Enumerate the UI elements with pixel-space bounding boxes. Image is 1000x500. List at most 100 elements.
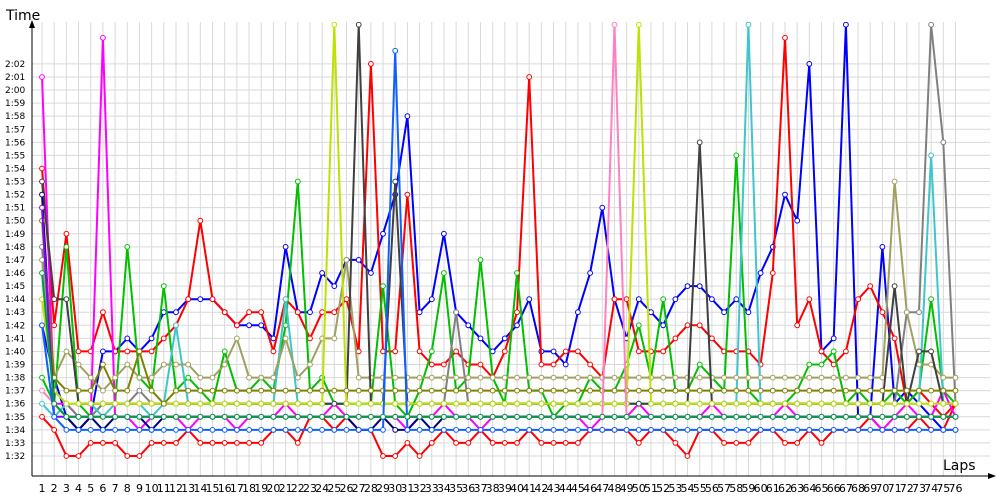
data-point xyxy=(87,400,94,407)
data-point xyxy=(489,400,496,407)
data-point xyxy=(246,309,253,316)
data-point xyxy=(221,400,228,407)
data-point xyxy=(75,413,82,420)
data-point xyxy=(258,374,265,381)
data-point xyxy=(903,427,910,433)
data-point xyxy=(185,361,192,368)
x-tick-label: 70 xyxy=(875,482,889,495)
data-point xyxy=(160,427,167,433)
data-point xyxy=(818,427,825,433)
data-point xyxy=(477,361,484,368)
series-layer xyxy=(39,22,959,459)
x-tick-label: 61 xyxy=(766,482,780,495)
data-point xyxy=(234,322,240,329)
data-point xyxy=(307,335,313,342)
x-tick-label: 74 xyxy=(924,482,938,495)
data-point xyxy=(733,296,740,303)
x-tick-label: 34 xyxy=(437,482,451,495)
data-point xyxy=(355,387,362,394)
data-point xyxy=(867,374,874,381)
data-point xyxy=(428,413,435,420)
data-point xyxy=(818,400,825,407)
data-point xyxy=(416,348,423,355)
data-point xyxy=(891,400,898,407)
x-tick-label: 10 xyxy=(145,482,159,495)
data-point xyxy=(587,374,593,381)
x-tick-label: 27 xyxy=(352,482,366,495)
data-point xyxy=(550,387,557,394)
data-point xyxy=(587,270,593,276)
x-tick-label: 20 xyxy=(266,482,280,495)
data-point xyxy=(368,413,374,420)
data-point xyxy=(453,413,460,420)
line-series xyxy=(39,270,959,420)
data-point xyxy=(514,387,520,394)
y-tick-label: 1:36 xyxy=(5,400,25,410)
y-tick-label: 1:48 xyxy=(5,243,25,253)
data-point xyxy=(307,387,313,394)
x-tick-label: 31 xyxy=(400,482,414,495)
data-point xyxy=(769,374,776,381)
data-point xyxy=(148,374,155,381)
data-point xyxy=(782,400,788,407)
data-point xyxy=(806,61,813,67)
data-point xyxy=(136,348,143,355)
data-point xyxy=(221,309,228,316)
data-point xyxy=(465,374,472,381)
data-point xyxy=(696,374,703,381)
y-tick-label: 1:44 xyxy=(5,295,25,305)
y-tick-label: 1:41 xyxy=(5,334,25,344)
data-point xyxy=(562,440,569,446)
data-point xyxy=(611,22,618,28)
data-point xyxy=(428,427,435,433)
data-point xyxy=(124,335,131,342)
data-point xyxy=(173,440,179,446)
data-point xyxy=(282,427,289,433)
data-point xyxy=(465,400,472,407)
y-tick-label: 1:42 xyxy=(5,321,25,331)
data-point xyxy=(587,400,593,407)
data-point xyxy=(575,374,581,381)
data-point xyxy=(197,296,204,303)
data-point xyxy=(368,61,374,67)
data-point xyxy=(928,400,934,407)
data-point xyxy=(39,374,45,381)
data-point xyxy=(538,440,545,446)
data-point xyxy=(148,413,155,420)
data-point xyxy=(940,374,947,381)
data-point xyxy=(635,387,642,394)
data-point xyxy=(148,400,155,407)
data-point xyxy=(916,309,922,316)
data-point xyxy=(380,453,386,459)
data-point xyxy=(148,335,155,342)
data-point xyxy=(745,440,752,446)
data-point xyxy=(806,427,813,433)
data-point xyxy=(112,427,118,433)
data-point xyxy=(234,387,240,394)
data-point xyxy=(587,413,593,420)
data-point xyxy=(794,374,801,381)
data-point xyxy=(684,322,691,329)
data-point xyxy=(830,348,837,355)
data-point xyxy=(684,453,691,459)
data-point xyxy=(392,427,399,433)
y-tick-label: 2:01 xyxy=(5,73,25,83)
data-point xyxy=(221,427,228,433)
x-tick-label: 32 xyxy=(413,482,427,495)
data-point xyxy=(745,309,752,316)
data-point xyxy=(806,400,813,407)
data-point xyxy=(489,427,496,433)
data-point xyxy=(782,427,788,433)
data-point xyxy=(197,387,204,394)
x-tick-label: 8 xyxy=(124,482,131,495)
data-point xyxy=(282,413,289,420)
y-tick-label: 1:57 xyxy=(5,125,25,135)
data-point xyxy=(489,387,496,394)
data-point xyxy=(75,387,82,394)
data-point xyxy=(672,400,679,407)
data-point xyxy=(441,361,447,368)
data-point xyxy=(148,427,155,433)
data-point xyxy=(453,400,460,407)
